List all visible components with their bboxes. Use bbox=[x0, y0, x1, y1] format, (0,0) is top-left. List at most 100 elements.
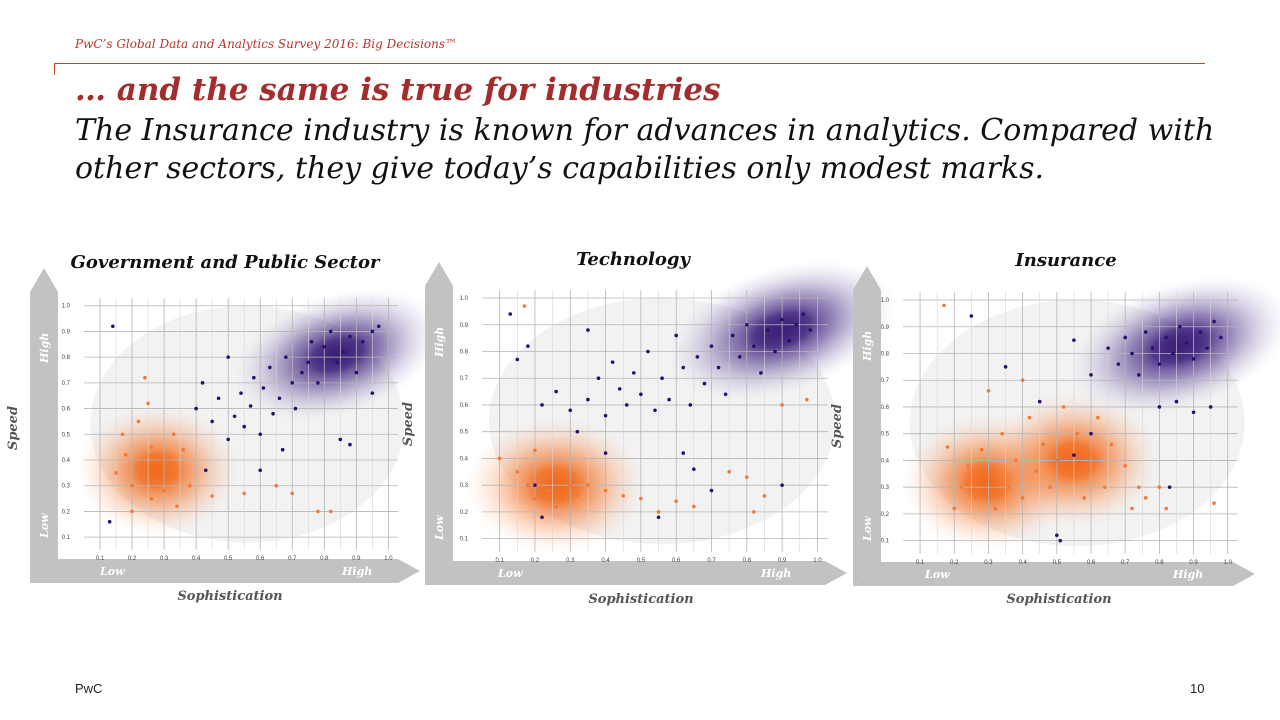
purple-point bbox=[723, 392, 728, 397]
x-high-label: High bbox=[760, 567, 791, 580]
purple-point bbox=[242, 424, 247, 429]
purple-point bbox=[370, 391, 375, 395]
orange-point bbox=[242, 491, 247, 496]
purple-point bbox=[692, 467, 696, 471]
x-low-label: Low bbox=[924, 568, 950, 581]
x-low-label: Low bbox=[99, 565, 125, 578]
purple-point bbox=[794, 322, 799, 327]
purple-point bbox=[1205, 346, 1210, 350]
orange-point bbox=[979, 447, 984, 452]
purple-point bbox=[688, 403, 693, 407]
purple-point bbox=[766, 328, 770, 332]
purple-point bbox=[1191, 410, 1196, 415]
purple-point bbox=[370, 329, 375, 334]
orange-point bbox=[526, 483, 530, 487]
orange-point bbox=[1068, 474, 1073, 479]
purple-point bbox=[290, 381, 295, 385]
purple-point bbox=[624, 403, 629, 407]
orange-point bbox=[1061, 405, 1066, 409]
y-tick-label: 0.9 bbox=[62, 329, 71, 335]
x-tick-label: 0.9 bbox=[352, 556, 361, 562]
y-axis-arrow bbox=[853, 266, 881, 586]
purple-point bbox=[261, 386, 266, 390]
y-high-label: High bbox=[38, 333, 51, 364]
orange-point bbox=[547, 488, 551, 493]
orange-point bbox=[805, 397, 809, 402]
orange-point bbox=[727, 469, 731, 474]
purple-point bbox=[617, 387, 622, 391]
purple-point bbox=[226, 437, 230, 442]
orange-point bbox=[1137, 485, 1141, 489]
purple-point bbox=[203, 468, 208, 473]
purple-point bbox=[787, 338, 791, 343]
orange-point bbox=[162, 489, 166, 493]
purple-point bbox=[1184, 340, 1189, 345]
orange-point bbox=[168, 468, 173, 473]
purple-point bbox=[632, 371, 636, 375]
grid bbox=[903, 292, 1238, 554]
purple-point bbox=[515, 357, 520, 362]
orange-point bbox=[972, 496, 977, 500]
orange-point bbox=[942, 303, 946, 308]
orange-point bbox=[175, 504, 179, 509]
purple-point bbox=[1003, 365, 1008, 369]
orange-point bbox=[114, 471, 118, 475]
purple-point bbox=[568, 408, 573, 413]
x-tick-label: 0.6 bbox=[672, 558, 681, 564]
y-tick-label: 0.1 bbox=[881, 539, 890, 545]
chart-title: Technology bbox=[576, 249, 691, 270]
orange-point bbox=[575, 494, 580, 498]
orange-point bbox=[123, 453, 128, 457]
purple-point bbox=[1212, 319, 1216, 324]
x-tick-label: 0.9 bbox=[1189, 560, 1198, 566]
purple-point bbox=[335, 360, 339, 365]
x-tick-label: 0.4 bbox=[601, 558, 610, 564]
purple-point bbox=[341, 350, 346, 354]
y-tick-label: 0.1 bbox=[62, 535, 71, 541]
chart-insurance-svg: 0.1 0.2 0.3 0.4 0.5 0.6 0.7 0.8 0.9 1.0 0.1 0.2 0.3 0… bbox=[830, 250, 1280, 607]
chart-government: 0.1 0.2 0.3 0.4 0.5 0.6 0.7 0.8 0.9 1.0 0.1 0.2 0.3 0… bbox=[0, 240, 441, 620]
x-tick-label: 0.6 bbox=[256, 556, 265, 562]
y-tick-label: 0.4 bbox=[460, 456, 469, 462]
purple-point bbox=[1219, 335, 1223, 340]
y-tick-label: 1.0 bbox=[62, 304, 71, 310]
x-tick-label: 0.7 bbox=[288, 556, 297, 562]
purple-point bbox=[1174, 399, 1179, 404]
purple-point bbox=[1167, 485, 1172, 489]
purple-point bbox=[216, 396, 221, 401]
x-tick-label: 0.1 bbox=[495, 558, 504, 564]
purple-point bbox=[1208, 405, 1213, 409]
purple-point bbox=[111, 324, 115, 329]
x-tick-label: 0.5 bbox=[637, 558, 646, 564]
purple-point bbox=[695, 355, 700, 359]
orange-point bbox=[130, 509, 134, 514]
y-axis-arrow bbox=[30, 268, 58, 583]
x-tick-label: 1.0 bbox=[813, 558, 822, 564]
orange-point bbox=[522, 304, 527, 308]
x-axis-label: Sophistication bbox=[177, 589, 282, 604]
x-tick-label: 0.2 bbox=[531, 558, 540, 564]
purple-point bbox=[730, 333, 735, 338]
x-tick-label: 0.1 bbox=[916, 560, 925, 566]
orange-point bbox=[290, 491, 295, 496]
y-tick-label: 0.9 bbox=[460, 323, 469, 329]
purple-point bbox=[1171, 351, 1175, 356]
orange-point bbox=[1055, 458, 1059, 463]
y-high-label: High bbox=[433, 327, 446, 358]
purple-point bbox=[1164, 335, 1169, 340]
orange-point bbox=[1089, 453, 1093, 457]
orange-point bbox=[149, 445, 154, 449]
purple-point bbox=[1191, 357, 1196, 361]
purple-point bbox=[248, 404, 253, 408]
x-axis-arrow bbox=[853, 562, 1255, 586]
x-axis-label: Sophistication bbox=[1006, 592, 1111, 607]
orange-point bbox=[744, 475, 749, 479]
x-tick-label: 0.3 bbox=[984, 560, 993, 566]
purple-point bbox=[656, 515, 661, 520]
purple-point bbox=[1157, 362, 1162, 366]
headline: … and the same is true for industries bbox=[75, 72, 721, 108]
y-tick-label: 1.0 bbox=[881, 298, 890, 304]
orange-point bbox=[159, 458, 163, 462]
purple-point bbox=[376, 324, 381, 329]
orange-point bbox=[621, 494, 626, 498]
